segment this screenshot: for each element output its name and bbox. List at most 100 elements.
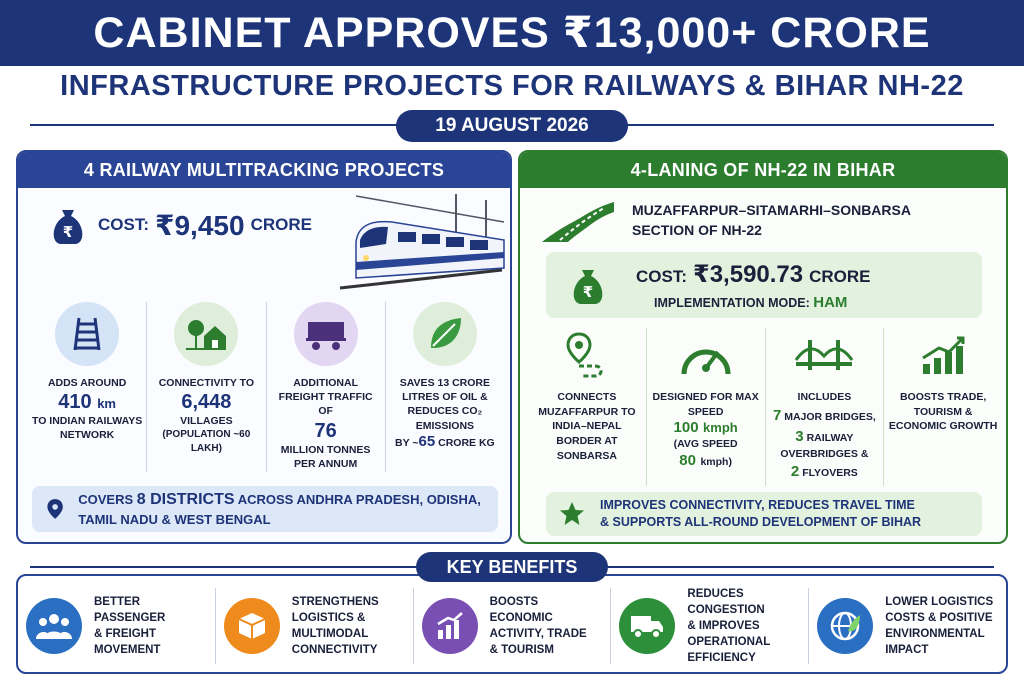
stat-major-bridges-label: MAJOR BRIDGES, xyxy=(784,410,876,423)
highway-section: MUZAFFARPUR–SITAMARHI–SONBARSA SECTION O… xyxy=(540,198,911,244)
benefit-2-line2: LOGISTICS & xyxy=(291,611,366,624)
improve-box: IMPROVES CONNECTIVITY, REDUCES TRAVEL TI… xyxy=(546,492,982,536)
stat-emissions-unit: CRORE KG xyxy=(438,436,495,449)
railway-track-icon xyxy=(55,302,120,366)
stat-speed-pre: DESIGNED FOR MAX SPEED xyxy=(652,391,759,418)
village-icon xyxy=(174,302,239,366)
stat-major-bridges-count: 7 xyxy=(772,406,782,424)
highway-section-line1: MUZAFFARPUR–SITAMARHI–SONBARSA xyxy=(632,202,911,219)
stat-emissions-pre: SAVES 13 CRORE LITRES OF OIL & REDUCES C… xyxy=(399,377,490,432)
truck-icon xyxy=(619,598,676,654)
benefit-3-line1: BOOSTS ECONOMIC xyxy=(489,595,553,624)
benefit-2-line4: CONNECTIVITY xyxy=(291,644,378,657)
benefit-5-line3: ENVIRONMENTAL xyxy=(885,628,985,640)
highway-panel: 4-LANING OF NH-22 IN BIHAR MUZAFFARPUR–S… xyxy=(518,150,1008,544)
benefit-5-line4: IMPACT xyxy=(885,644,929,657)
stat-villages-value: 6,448 xyxy=(181,391,232,414)
benefit-passenger: BETTER PASSENGER & FREIGHT MOVEMENT xyxy=(18,588,216,664)
stat-speed-value: 100 xyxy=(673,419,699,437)
bridge-icon xyxy=(792,328,856,384)
benefit-4-line2: & IMPROVES xyxy=(687,619,760,632)
districts-post: ACROSS ANDHRA PRADESH, ODISHA, TAMIL NAD… xyxy=(78,492,481,528)
improve-line1: IMPROVES CONNECTIVITY, REDUCES TRAVEL TI… xyxy=(600,497,915,512)
svg-text:₹: ₹ xyxy=(583,283,593,301)
benefit-1-line1: BETTER PASSENGER xyxy=(94,595,166,624)
benefit-1-line3: MOVEMENT xyxy=(94,644,161,657)
speedometer-icon xyxy=(674,328,738,384)
key-benefits-panel: BETTER PASSENGER & FREIGHT MOVEMENT STRE… xyxy=(16,574,1008,674)
highway-stats: CONNECTS MUZAFFARPUR TO INDIA–NEPAL BORD… xyxy=(528,328,1002,486)
freight-wagon-icon xyxy=(293,302,358,366)
stat-flyover-label: FLYOVERS xyxy=(802,467,858,480)
benefit-4-line1: REDUCES CONGESTION xyxy=(687,587,765,616)
implementation-mode-value: HAM xyxy=(813,294,848,311)
stat-track-post: TO INDIAN RAILWAYS NETWORK xyxy=(32,415,143,442)
money-bag-icon: ₹ xyxy=(48,204,88,246)
stat-flyover-count: 2 xyxy=(790,463,800,481)
title-banner: CABINET APPROVES ₹13,000+ CRORE xyxy=(0,0,1024,66)
stat-freight: ADDITIONAL FREIGHT TRAFFIC OF 76 MILLION… xyxy=(267,302,386,472)
globe-icon xyxy=(817,598,874,654)
railway-cost-value: ₹9,450 xyxy=(155,209,245,241)
benefit-environment: LOWER LOGISTICS COSTS & POSITIVE ENVIRON… xyxy=(809,588,1006,664)
railway-heading: 4 RAILWAY MULTITRACKING PROJECTS xyxy=(18,152,510,188)
benefit-3-line2: ACTIVITY, TRADE xyxy=(489,628,587,640)
subtitle: INFRASTRUCTURE PROJECTS FOR RAILWAYS & B… xyxy=(60,70,964,102)
stat-villages-post: VILLAGES xyxy=(180,415,233,428)
key-benefits-heading: KEY BENEFITS xyxy=(416,552,608,582)
benefit-5-line2: COSTS & POSITIVE xyxy=(885,611,993,624)
stat-track-unit: km xyxy=(97,396,116,412)
districts-count: 8 DISTRICTS xyxy=(136,491,235,509)
highway-cost-unit: CRORE xyxy=(809,267,871,286)
date-badge: 19 AUGUST 2026 xyxy=(396,110,628,142)
benefit-economic: BOOSTS ECONOMIC ACTIVITY, TRADE & TOURIS… xyxy=(414,588,612,664)
star-icon xyxy=(560,502,584,525)
stat-villages-population: (POPULATION ~60 LAKH) xyxy=(162,429,251,454)
stat-villages: CONNECTIVITY TO 6,448 VILLAGES (POPULATI… xyxy=(147,302,267,472)
stat-avg-speed-value: 80 xyxy=(679,452,696,470)
money-bag-icon: ₹ xyxy=(568,264,608,306)
districts-pre: COVERS xyxy=(78,492,134,508)
highway-road-icon xyxy=(542,202,614,242)
districts-box: COVERS 8 DISTRICTS ACROSS ANDHRA PRADESH… xyxy=(32,486,498,532)
people-icon xyxy=(26,598,82,654)
stat-avg-speed-unit: kmph) xyxy=(700,456,732,469)
svg-text:₹: ₹ xyxy=(63,223,73,241)
benefit-congestion: REDUCES CONGESTION & IMPROVES OPERATIONA… xyxy=(611,587,810,665)
stat-connects-text: CONNECTS MUZAFFARPUR TO INDIA–NEPAL BORD… xyxy=(538,391,636,462)
implementation-mode-label: IMPLEMENTATION MODE: xyxy=(654,296,810,310)
stat-freight-value: 76 xyxy=(314,419,337,442)
leaf-icon xyxy=(412,302,477,366)
stat-track-pre: ADDS AROUND xyxy=(47,377,127,389)
stat-track-length: ADDS AROUND 410 km TO INDIAN RAILWAYS NE… xyxy=(28,302,148,472)
benefit-4-line4: EFFICIENCY xyxy=(687,652,756,665)
stat-villages-pre: CONNECTIVITY TO xyxy=(158,377,255,389)
stat-bridges: INCLUDES 7 MAJOR BRIDGES, 3 RAILWAY OVER… xyxy=(766,328,885,486)
stat-freight-post: MILLION TONNES PER ANNUM xyxy=(280,443,371,470)
highway-section-line2: SECTION OF NH-22 xyxy=(632,222,762,238)
stat-emissions: SAVES 13 CRORE LITRES OF OIL & REDUCES C… xyxy=(386,302,504,472)
railway-cost-unit: CRORE xyxy=(250,215,312,234)
stat-emissions-by: BY ~ xyxy=(395,436,419,449)
highway-cost-value: ₹3,590.73 xyxy=(693,261,804,288)
benefit-4-line3: OPERATIONAL xyxy=(687,636,771,649)
highway-cost-box: ₹ COST: ₹3,590.73 CRORE IMPLEMENTATION M… xyxy=(546,252,982,318)
highway-cost-label: COST: xyxy=(636,267,687,286)
railway-cost-label: COST: xyxy=(98,215,149,234)
stat-trade-text: BOOSTS TRADE, TOURISM & ECONOMIC GROWTH xyxy=(888,391,998,433)
stat-rob-count: 3 xyxy=(795,427,804,445)
benefit-logistics: STRENGTHENS LOGISTICS & MULTIMODAL CONNE… xyxy=(216,588,414,664)
main-title: CABINET APPROVES ₹13,000+ CRORE xyxy=(93,9,931,57)
highway-heading: 4-LANING OF NH-22 IN BIHAR xyxy=(520,152,1006,188)
stat-trade: BOOSTS TRADE, TOURISM & ECONOMIC GROWTH xyxy=(884,328,1002,486)
railway-panel: 4 RAILWAY MULTITRACKING PROJECTS ₹ COST:… xyxy=(16,150,512,544)
districts-text: COVERS 8 DISTRICTS ACROSS ANDHRA PRADESH… xyxy=(78,489,498,528)
improve-line2: & SUPPORTS ALL-ROUND DEVELOPMENT OF BIHA… xyxy=(600,515,922,529)
benefit-1-line2: & FREIGHT xyxy=(94,628,156,640)
stat-track-value: 410 xyxy=(58,391,92,414)
growth-chart-icon xyxy=(911,328,975,384)
stat-speed: DESIGNED FOR MAX SPEED 100 kmph (AVG SPE… xyxy=(647,328,766,486)
benefit-3-line3: & TOURISM xyxy=(489,644,554,657)
stat-connects: CONNECTS MUZAFFARPUR TO INDIA–NEPAL BORD… xyxy=(528,328,647,486)
stat-avg-speed-pre: (AVG SPEED xyxy=(673,438,738,451)
